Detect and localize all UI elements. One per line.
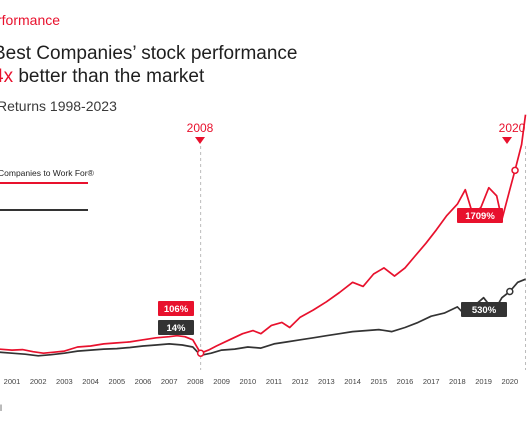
series-lines bbox=[0, 114, 527, 357]
callout-market-2020: 530% bbox=[472, 305, 497, 316]
x-tick-2013: 2013 bbox=[318, 377, 335, 386]
callout-market-2008: 14% bbox=[166, 323, 186, 334]
x-tick-2001: 2001 bbox=[4, 377, 21, 386]
x-tick-2020: 2020 bbox=[501, 377, 518, 386]
x-tick-2002: 2002 bbox=[30, 377, 47, 386]
chart-subtitle: Returns 1998-2023 bbox=[0, 98, 117, 114]
callout-best-2008: 106% bbox=[164, 304, 189, 315]
legend: Companies to Work For® bbox=[0, 168, 95, 211]
x-tick-2005: 2005 bbox=[108, 377, 125, 386]
marker-label-2008: 2008 bbox=[187, 121, 214, 135]
x-tick-2014: 2014 bbox=[344, 377, 361, 386]
value-callouts: 106% 14% 1709% 530% bbox=[158, 208, 507, 335]
callout-market-2008-box bbox=[158, 320, 194, 335]
x-tick-2015: 2015 bbox=[370, 377, 387, 386]
x-tick-2009: 2009 bbox=[213, 377, 230, 386]
x-tick-2008: 2008 bbox=[187, 377, 204, 386]
chart-title-line1: Best Companies’ stock performance bbox=[0, 43, 298, 64]
marker-label-2020: 2020 bbox=[499, 121, 526, 135]
point-market-2020 bbox=[506, 287, 514, 296]
x-tick-2003: 2003 bbox=[56, 377, 73, 386]
point-best-2020 bbox=[511, 166, 519, 175]
x-tick-2011: 2011 bbox=[266, 377, 282, 386]
callout-best-2008-box bbox=[158, 301, 194, 316]
chart-title-line2: 4x better than the market bbox=[0, 66, 204, 88]
x-tick-2016: 2016 bbox=[397, 377, 414, 386]
series-line-best-companies bbox=[0, 114, 527, 355]
section-kicker: rformance bbox=[0, 12, 61, 28]
x-tick-2004: 2004 bbox=[82, 377, 99, 386]
x-tick-2007: 2007 bbox=[161, 377, 178, 386]
series-line-market bbox=[0, 278, 526, 357]
x-tick-2017: 2017 bbox=[423, 377, 440, 386]
x-tick-2006: 2006 bbox=[135, 377, 152, 386]
legend-label-best: Companies to Work For® bbox=[0, 168, 95, 178]
x-tick-2018: 2018 bbox=[449, 377, 466, 386]
marker-triangle-2020 bbox=[502, 137, 512, 144]
x-tick-2012: 2012 bbox=[292, 377, 309, 386]
year-markers: 2008 2020 bbox=[187, 121, 526, 144]
x-tick-2010: 2010 bbox=[239, 377, 256, 386]
point-best-2008 bbox=[196, 349, 205, 357]
x-tick-2019: 2019 bbox=[475, 377, 492, 386]
callout-best-2020: 1709% bbox=[465, 211, 495, 222]
title-accent-multiplier: 4x bbox=[0, 66, 14, 87]
callout-market-2020-box bbox=[461, 302, 507, 317]
footer-fragment: ll bbox=[0, 403, 2, 413]
callout-best-2020-box bbox=[457, 208, 503, 223]
marker-triangle-2008 bbox=[195, 137, 205, 144]
x-axis: 2001 2002 2003 2004 2005 2006 2007 2008 2009 2010… bbox=[4, 377, 518, 386]
title-rest: better than the market bbox=[13, 66, 205, 87]
event-guides bbox=[200, 146, 527, 370]
